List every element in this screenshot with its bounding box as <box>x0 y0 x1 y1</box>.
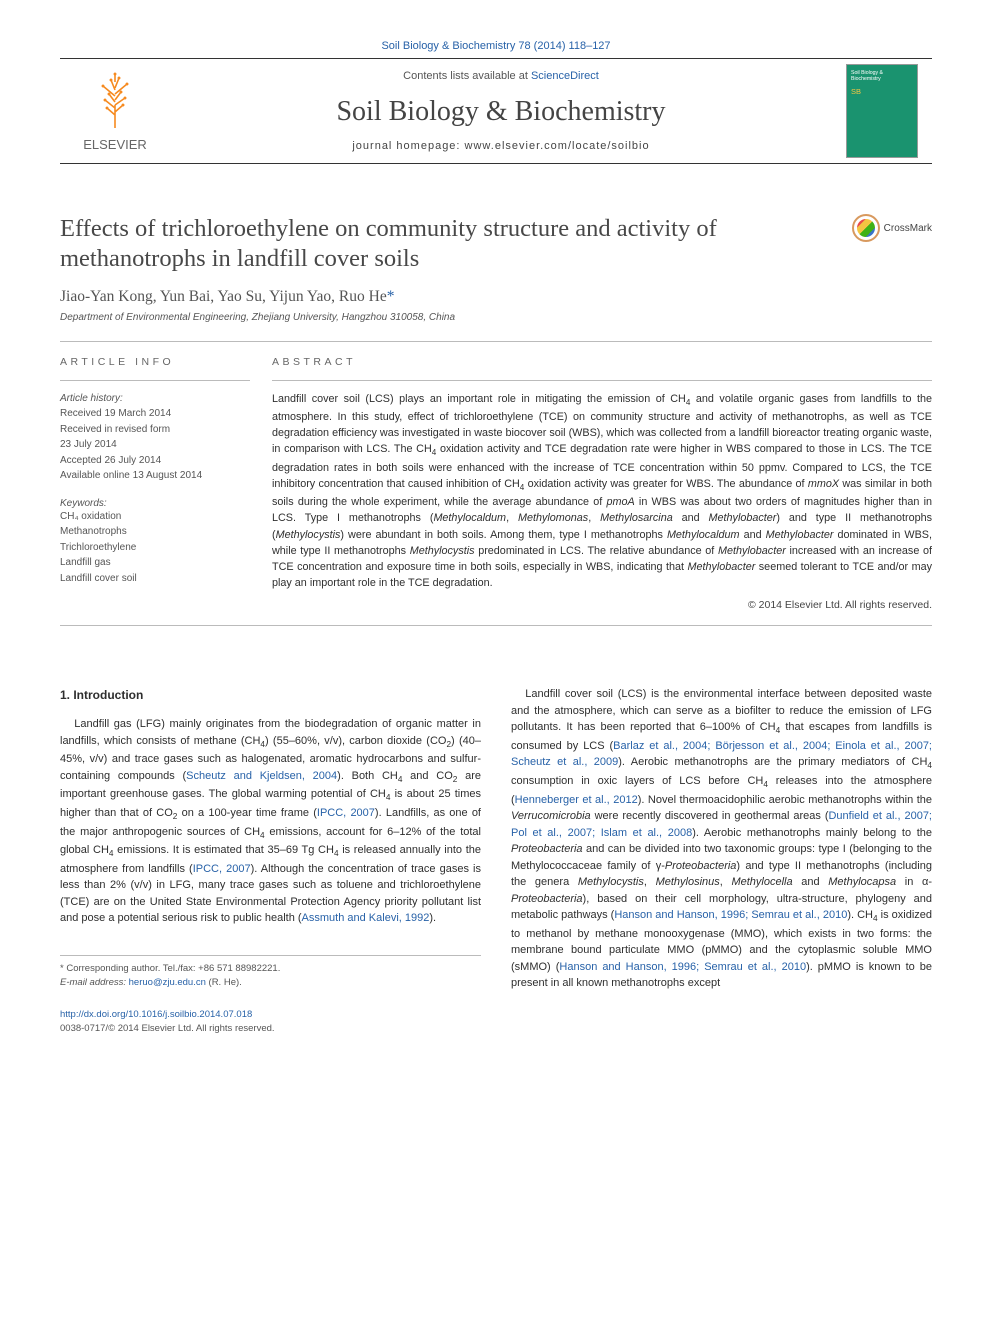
journal-cover-thumbnail: Soil Biology & Biochemistry SB <box>846 64 918 158</box>
journal-title: Soil Biology & Biochemistry <box>180 96 822 128</box>
intro-paragraph-right: Landfill cover soil (LCS) is the environ… <box>511 686 932 991</box>
elsevier-tree-icon <box>83 70 147 135</box>
intro-paragraph-left: Landfill gas (LFG) mainly originates fro… <box>60 716 481 926</box>
publisher-name: ELSEVIER <box>83 137 147 152</box>
abstract-text: Landfill cover soil (LCS) plays an impor… <box>272 380 932 592</box>
banner: ELSEVIER Contents lists available at Sci… <box>60 62 932 160</box>
article-history: Article history: Received 19 March 2014 … <box>60 380 250 484</box>
doi-link[interactable]: http://dx.doi.org/10.1016/j.soilbio.2014… <box>60 1009 252 1020</box>
contents-available: Contents lists available at ScienceDirec… <box>180 70 822 82</box>
journal-homepage-line: journal homepage: www.elsevier.com/locat… <box>180 140 822 152</box>
corresponding-mark: * <box>387 288 395 305</box>
section-heading-intro: 1. Introduction <box>60 686 481 704</box>
journal-homepage-url[interactable]: www.elsevier.com/locate/soilbio <box>465 140 650 152</box>
paper-title: Effects of trichloroethylene on communit… <box>60 214 832 274</box>
abstract-heading: ABSTRACT <box>272 356 932 368</box>
authors-line: Jiao-Yan Kong, Yun Bai, Yao Su, Yijun Ya… <box>60 288 932 306</box>
crossmark-icon <box>852 214 880 242</box>
crossmark-widget[interactable]: CrossMark <box>852 214 932 242</box>
crossmark-label: CrossMark <box>884 223 932 234</box>
corresponding-footnote: * Corresponding author. Tel./fax: +86 57… <box>60 955 481 991</box>
sciencedirect-link[interactable]: ScienceDirect <box>531 70 599 82</box>
affiliation: Department of Environmental Engineering,… <box>60 312 932 323</box>
citation-line: Soil Biology & Biochemistry 78 (2014) 11… <box>60 40 932 52</box>
abstract-copyright: © 2014 Elsevier Ltd. All rights reserved… <box>272 599 932 611</box>
article-info-heading: ARTICLE INFO <box>60 356 250 368</box>
publisher-logo-block: ELSEVIER <box>60 62 170 160</box>
issn-copyright: 0038-0717/© 2014 Elsevier Ltd. All right… <box>60 1023 275 1034</box>
citation-link[interactable]: Soil Biology & Biochemistry 78 (2014) 11… <box>381 40 610 52</box>
keywords-heading: Keywords: <box>60 498 250 509</box>
corresponding-email[interactable]: heruo@zju.edu.cn <box>129 977 206 988</box>
keywords-list: CH₄ oxidation Methanotrophs Trichloroeth… <box>60 509 250 587</box>
